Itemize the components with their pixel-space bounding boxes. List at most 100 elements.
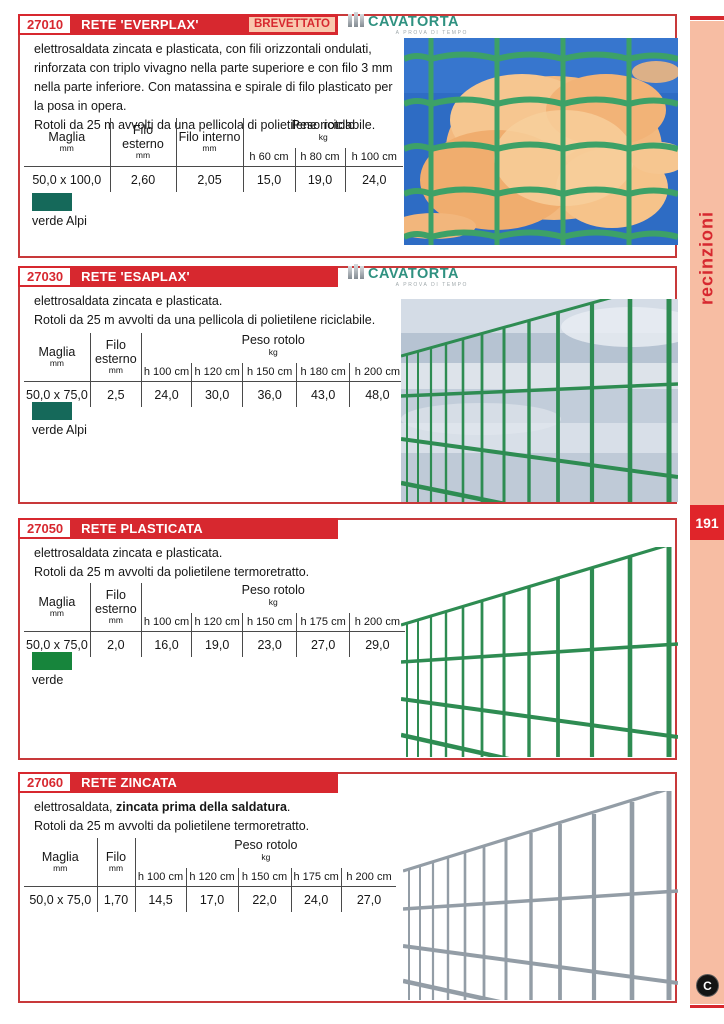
color-swatch-wrap: verde — [32, 652, 72, 687]
section-zincata: 27060 RETE ZINCATA elettrosaldata, zinca… — [18, 772, 678, 1003]
section-header-bar: 27010 RETE 'EVERPLAX' BREVETTATO — [18, 14, 338, 35]
filo-interno-value: 2,05 — [176, 166, 244, 192]
cavatorta-logo-icon — [348, 12, 366, 32]
peso-value: 30,0 — [191, 381, 244, 407]
brand-name: CAVATORTA — [368, 14, 459, 30]
peso-value: 19,0 — [191, 631, 244, 657]
peso-value: 22,0 — [238, 886, 292, 912]
peso-value: 27,0 — [356, 892, 382, 907]
peso-value: 19,0 — [295, 166, 346, 192]
col-header-peso-rotolo: Peso rotolo kg — [241, 583, 305, 607]
filo-esterno-value: 2,60 — [110, 166, 177, 192]
color-swatch — [32, 652, 72, 670]
height-header: h 200 cm — [349, 613, 405, 632]
color-swatch-wrap: verde Alpi — [32, 193, 87, 228]
page-number: 191 — [690, 505, 724, 540]
maglia-value: 50,0 x 75,0 — [24, 886, 98, 912]
product-code: 27010 — [20, 16, 71, 33]
product-description: elettrosaldata zincata e plasticata. Rot… — [34, 546, 310, 579]
product-title: RETE 'ESAPLAX' — [81, 269, 190, 284]
col-header-filo-esterno: Filo esterno mm — [90, 583, 142, 632]
section-plasticata: 27050 RETE PLASTICATA elettrosaldata zin… — [18, 518, 678, 760]
section-header-bar: 27060 RETE ZINCATA — [18, 772, 338, 793]
peso-value: 16,0 — [141, 631, 193, 657]
col-header-filo-esterno: Filo esterno mm — [90, 333, 142, 382]
peso-value: 15,0 — [243, 166, 296, 192]
height-header: h 180 cm — [296, 363, 351, 382]
color-swatch-wrap: verde Alpi — [32, 402, 87, 437]
peso-value: 36,0 — [242, 381, 298, 407]
height-header: h 100 cm — [141, 363, 193, 382]
spec-table: Maglia mm Filo esterno mm Peso rotolo kg h … — [24, 583, 405, 657]
peso-value: 27,0 — [296, 631, 351, 657]
height-header: h 150 cm — [242, 613, 298, 632]
brand-tagline: a prova di tempo — [395, 30, 468, 36]
product-photo-esaplax — [401, 299, 678, 502]
col-header-peso-rotolo: Peso rotolo kg — [291, 118, 355, 142]
color-swatch — [32, 402, 72, 420]
col-header-maglia: Maglia mm — [24, 838, 98, 887]
description-bold: zincata prima della saldatura — [116, 800, 287, 814]
peso-value: 23,0 — [242, 631, 298, 657]
height-header: h 150 cm — [242, 363, 298, 382]
height-header: h 120 cm — [191, 613, 244, 632]
product-title: RETE ZINCATA — [81, 775, 177, 790]
cavatorta-logo: CAVATORTA a prova di tempo — [348, 12, 468, 36]
height-header: h 100 cm — [345, 148, 403, 167]
color-swatch — [32, 193, 72, 211]
band-bottom-rule — [690, 1005, 724, 1008]
product-photo-plasticata — [401, 547, 678, 757]
product-title: RETE PLASTICATA — [81, 521, 203, 536]
height-header: h 100 cm — [141, 613, 193, 632]
col-header-maglia: Maglia mm — [24, 333, 91, 382]
height-header: h 150 cm — [238, 868, 292, 887]
peso-value: 48,0 — [365, 387, 390, 402]
peso-value: 14,5 — [135, 886, 187, 912]
height-header: h 60 cm — [243, 148, 296, 167]
product-description: elettrosaldata zincata e plasticata. Rot… — [34, 294, 376, 327]
peso-value: 43,0 — [296, 381, 351, 407]
col-header-peso-rotolo: Peso rotolo kg — [241, 333, 305, 357]
cavatorta-c-mark-icon: C — [696, 974, 719, 997]
height-header: h 200 cm — [349, 363, 405, 382]
product-photo-zincata — [403, 791, 678, 1000]
peso-value: 24,0 — [291, 886, 342, 912]
brand-name: CAVATORTA — [368, 266, 459, 282]
col-header-maglia: Maglia mm — [24, 118, 111, 167]
brand-tagline: a prova di tempo — [395, 282, 468, 288]
product-code: 27050 — [20, 520, 71, 537]
col-header-filo-interno: Filo interno mm — [176, 118, 244, 167]
color-swatch-label: verde — [32, 673, 64, 687]
col-header-filo: Filo mm — [97, 838, 136, 887]
height-header: h 100 cm — [135, 868, 187, 887]
peso-value: 24,0 — [141, 381, 193, 407]
section-header-bar: 27030 RETE 'ESAPLAX' — [18, 266, 338, 287]
peso-value: 17,0 — [186, 886, 239, 912]
color-swatch-label: verde Alpi — [32, 423, 87, 437]
section-esaplax: 27030 RETE 'ESAPLAX' CAVATORTA a prova d… — [18, 264, 678, 504]
col-header-maglia: Maglia mm — [24, 583, 91, 632]
spec-table: Maglia mm Filo esterno mm Peso rotolo kg h … — [24, 333, 405, 407]
product-photo-everplax — [404, 38, 678, 245]
product-code: 27030 — [20, 268, 71, 285]
height-header: h 200 cm — [341, 868, 397, 887]
height-header: h 175 cm — [291, 868, 342, 887]
spec-table: Maglia mm Filo mm Peso rotolo kg h 100 cm h… — [24, 838, 397, 912]
height-header: h 120 cm — [186, 868, 239, 887]
color-swatch-label: verde Alpi — [32, 214, 87, 228]
section-everplax: 27010 RETE 'EVERPLAX' BREVETTATO CAVATOR… — [18, 12, 678, 258]
filo-value: 1,70 — [97, 886, 136, 912]
peso-value: 24,0 — [362, 172, 387, 187]
col-header-peso-rotolo: Peso rotolo kg — [234, 838, 298, 862]
product-description: elettrosaldata, zincata prima della sald… — [34, 800, 310, 833]
col-header-filo-esterno: Filo esterno mm — [110, 118, 177, 167]
cavatorta-logo: CAVATORTA a prova di tempo — [348, 264, 468, 288]
filo-esterno-value: 2,0 — [90, 631, 142, 657]
filo-esterno-value: 2,5 — [90, 381, 142, 407]
maglia-value: 50,0 x 100,0 — [24, 166, 111, 192]
height-header: h 80 cm — [295, 148, 346, 167]
peso-value: 29,0 — [365, 637, 390, 652]
section-header-bar: 27050 RETE PLASTICATA — [18, 518, 338, 539]
cavatorta-logo-icon — [348, 264, 366, 284]
product-code: 27060 — [20, 774, 71, 791]
